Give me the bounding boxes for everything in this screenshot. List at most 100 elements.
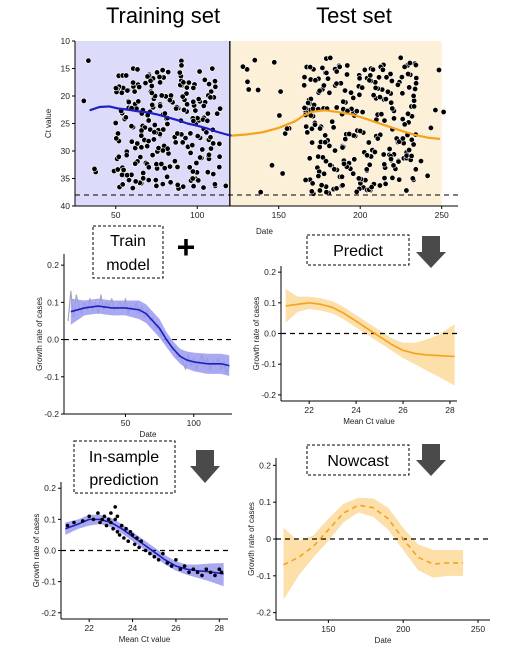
ct-data-point xyxy=(368,184,375,191)
ct-data-point xyxy=(395,158,402,165)
ct-data-point xyxy=(279,170,286,177)
ct-data-point xyxy=(174,181,181,188)
ct-data-point xyxy=(212,78,219,85)
ct-data-point xyxy=(131,88,138,95)
ct-data-point xyxy=(189,142,196,149)
ct-data-point xyxy=(150,136,157,143)
y-tick-label: 0.2 xyxy=(47,260,59,270)
predict-box xyxy=(306,234,410,266)
ct-data-point xyxy=(322,158,329,165)
insample-data-point xyxy=(165,561,170,565)
y-tick-label: 0.1 xyxy=(264,298,276,308)
ct-data-point xyxy=(179,93,186,100)
y-tick-label: 40 xyxy=(61,201,71,211)
ct-data-point xyxy=(159,181,166,188)
ct-data-point xyxy=(180,79,187,86)
ct-data-point xyxy=(142,80,149,87)
ct-data-point xyxy=(319,154,326,161)
x-axis-label: Date xyxy=(375,636,392,645)
insample-data-point xyxy=(161,551,165,556)
insample-data-point xyxy=(204,567,209,571)
insample-data-point xyxy=(130,533,135,537)
ct-data-point xyxy=(401,121,408,128)
x-tick-label: 26 xyxy=(398,405,408,415)
ct-data-point xyxy=(204,110,211,117)
ct-data-point xyxy=(152,177,159,184)
ct-data-point xyxy=(207,134,214,141)
ct-data-point xyxy=(149,152,156,159)
ct-data-point xyxy=(201,76,208,83)
ct-data-point xyxy=(372,84,379,91)
insample-box xyxy=(73,440,176,494)
ct-data-point xyxy=(145,117,152,124)
x-tick-label: 150 xyxy=(321,624,335,634)
ct-data-point xyxy=(187,130,194,137)
insample-data-point xyxy=(98,520,102,525)
ct-data-point xyxy=(339,144,346,151)
ct-data-point xyxy=(389,105,396,112)
insample-data-point xyxy=(169,564,174,568)
ct-data-point xyxy=(277,88,284,95)
x-tick-label: 28 xyxy=(445,405,455,415)
ct-data-point xyxy=(216,153,223,160)
train-model-label-1: Train xyxy=(110,233,146,250)
insample-data-point xyxy=(132,542,137,547)
insample-data-point xyxy=(119,523,124,528)
ct-data-point xyxy=(399,90,406,97)
x-axis-label: Mean Ct value xyxy=(119,635,171,644)
ct-data-point xyxy=(114,166,121,173)
ct-data-point xyxy=(380,151,387,158)
ct-data-point xyxy=(326,89,333,96)
ct-data-point xyxy=(323,69,330,76)
ct-data-point xyxy=(129,185,136,192)
ct-data-point xyxy=(216,140,223,147)
ct-data-point xyxy=(331,147,338,154)
insample-data-point xyxy=(113,505,117,509)
ct-data-point xyxy=(151,122,158,129)
ct-data-point xyxy=(363,166,370,173)
insample-arrow-icon xyxy=(190,450,220,483)
y-tick-label: 0.1 xyxy=(47,297,59,307)
predict-panel: 22 24 26 28 -0.2 -0.1 0.0 0.1 0.2 Mean Ct value Gr… xyxy=(252,266,457,426)
ct-data-point xyxy=(212,83,219,90)
ct-data-point xyxy=(120,167,127,174)
ct-data-point xyxy=(268,162,275,169)
ct-data-point xyxy=(413,75,420,82)
insample-data-point xyxy=(213,573,217,578)
ct-data-point xyxy=(305,99,312,106)
ct-data-point xyxy=(301,74,308,81)
ct-data-point xyxy=(135,98,142,105)
ct-data-point xyxy=(384,88,391,95)
train-confidence-band xyxy=(70,298,230,377)
insample-data-point xyxy=(152,554,157,559)
y-tick-label: -0.2 xyxy=(256,608,271,618)
y-tick-label: -0.1 xyxy=(261,359,276,369)
ct-data-point xyxy=(148,89,155,96)
ct-data-point xyxy=(327,162,334,169)
ct-data-point xyxy=(347,89,354,96)
insample-data-point xyxy=(109,520,113,525)
ct-data-point xyxy=(355,175,362,182)
x-tick-label: 100 xyxy=(190,210,204,220)
ct-data-point xyxy=(306,155,313,162)
ct-data-point xyxy=(350,170,357,177)
ct-data-point xyxy=(122,114,129,121)
ct-data-point xyxy=(239,63,246,70)
insample-data-point xyxy=(217,567,222,571)
ct-data-point xyxy=(166,97,173,104)
insample-data-point xyxy=(187,570,191,575)
ct-data-point xyxy=(399,116,406,123)
ct-data-point xyxy=(406,84,413,91)
ct-data-point xyxy=(165,150,172,157)
x-tick-label: 26 xyxy=(171,623,181,633)
insample-data-point xyxy=(115,530,120,534)
ct-data-point xyxy=(353,108,360,115)
ct-data-point xyxy=(321,170,328,177)
x-tick-label: 150 xyxy=(272,210,286,220)
ct-data-point xyxy=(333,104,340,111)
ct-data-point xyxy=(301,82,308,89)
predict-label: Predict xyxy=(333,243,383,260)
ct-data-point xyxy=(255,87,262,94)
predict-confidence-band xyxy=(285,289,455,386)
insample-data-point xyxy=(80,519,85,523)
